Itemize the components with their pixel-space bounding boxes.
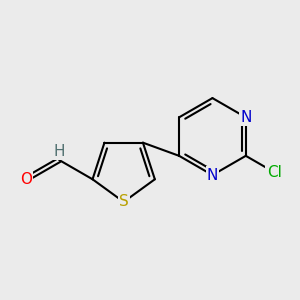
Text: N: N xyxy=(240,110,251,125)
Text: N: N xyxy=(207,168,218,183)
Text: Cl: Cl xyxy=(267,165,282,180)
Text: H: H xyxy=(53,144,65,159)
Text: O: O xyxy=(20,172,32,187)
Text: S: S xyxy=(119,194,129,209)
